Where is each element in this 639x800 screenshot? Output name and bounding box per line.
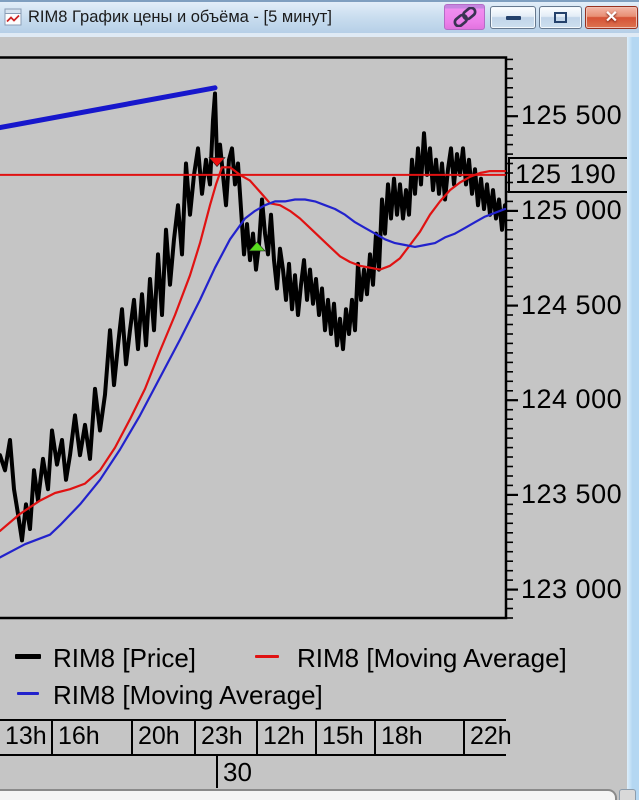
y-axis-label: 124 000 — [521, 384, 623, 415]
chain-link-icon — [451, 7, 479, 27]
scrollbar-corner[interactable] — [619, 789, 636, 800]
restore-button[interactable] — [539, 6, 582, 29]
restore-icon — [554, 12, 567, 23]
day-separator-tick — [216, 756, 218, 788]
y-axis-label: 123 000 — [521, 573, 623, 604]
time-cell-18h: 18h — [376, 721, 465, 754]
time-axis: 13h 16h 20h 23h 12h 15h 18h 22h — [0, 719, 512, 756]
y-axis-label: 125 000 — [521, 194, 623, 225]
window-top-edge — [0, 0, 639, 2]
time-cell-15h: 15h — [317, 721, 376, 754]
minimize-icon — [505, 15, 521, 20]
time-cell-20h: 20h — [133, 721, 196, 754]
window-title: RIM8 График цены и объёма - [5 минут] — [28, 8, 332, 26]
time-cell-12h: 12h — [258, 721, 317, 754]
legend-label-price: RIM8 [Price] — [53, 643, 197, 673]
current-price-box: 125 190 — [508, 156, 636, 193]
sell-signal-marker — [208, 157, 226, 168]
y-axis-label: 123 500 — [521, 478, 623, 509]
legend-row: RIM8 [Price] RIM8 [Moving Average] — [0, 642, 639, 673]
legend-swatch-price — [15, 654, 41, 659]
legend-label-ma-fast: RIM8 [Moving Average] — [297, 643, 567, 673]
legend-label-ma-slow: RIM8 [Moving Average] — [53, 680, 323, 710]
buy-signal-marker — [248, 241, 266, 252]
window-titlebar[interactable]: RIM8 График цены и объёма - [5 минут] ✕ — [0, 0, 639, 34]
legend-row: RIM8 [Moving Average] — [0, 679, 639, 710]
legend-swatch-ma-slow — [17, 692, 39, 695]
lower-window-edge — [0, 789, 617, 800]
app-icon — [4, 8, 22, 26]
close-button[interactable]: ✕ — [585, 6, 638, 29]
time-cell-22h: 22h — [470, 722, 512, 750]
titlebar-lower-strip — [0, 33, 639, 37]
close-x-icon: ✕ — [604, 9, 619, 26]
legend-swatch-ma-fast — [255, 655, 279, 658]
time-cell-23h: 23h — [196, 721, 258, 754]
y-axis-label: 124 500 — [521, 289, 623, 320]
link-button[interactable] — [444, 4, 485, 30]
y-axis-label: 125 500 — [521, 100, 623, 131]
window-right-border — [627, 37, 639, 800]
minimize-button[interactable] — [490, 6, 536, 29]
day-label: 30 — [223, 757, 252, 787]
time-cell-16h: 16h — [53, 721, 133, 754]
time-cell-13h: 13h — [0, 721, 53, 754]
